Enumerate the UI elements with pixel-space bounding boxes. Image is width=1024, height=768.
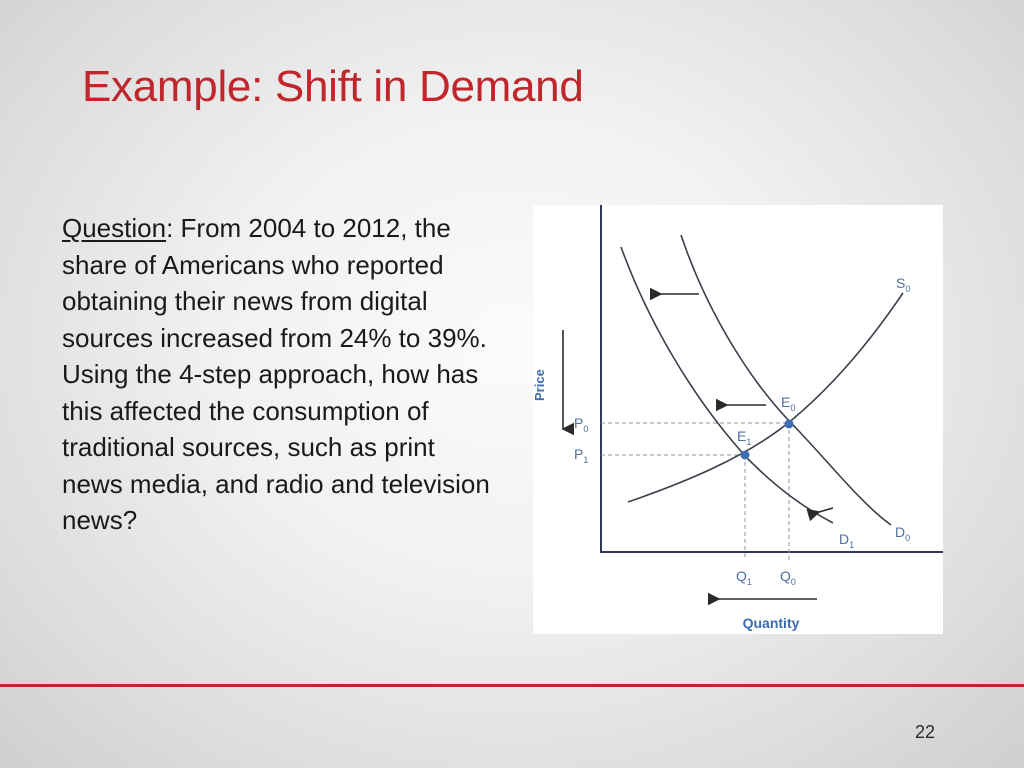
demand-label-d1: D1: [839, 531, 854, 550]
quantity-label-q1: Q1: [736, 568, 752, 587]
demand-curve-d0: [680, 234, 892, 526]
shift-arrow-bottom: [806, 507, 834, 522]
demand-curve-d1: [620, 246, 834, 524]
equilibrium-point-e0: [784, 419, 794, 429]
page-number: 22: [915, 722, 936, 742]
question-text: Question: From 2004 to 2012, the share o…: [62, 210, 502, 539]
price-label-p1: P1: [574, 446, 588, 465]
slide-title: Example: Shift in Demand: [82, 62, 584, 111]
quantity-label-q0: Q0: [780, 568, 796, 587]
demand-label-d0: D0: [895, 524, 910, 543]
equilibrium-point-e1: [740, 450, 750, 460]
supply-label-s0: S0: [896, 275, 910, 294]
supply-curve: [627, 292, 904, 503]
equilibrium-label-e0: E0: [781, 394, 795, 413]
equilibrium-label-e1: E1: [737, 428, 751, 447]
footer-rule: [0, 684, 1024, 687]
question-label: Question: [62, 213, 167, 243]
price-label-p0: P0: [574, 415, 588, 434]
question-body: : From 2004 to 2012, the share of Americ…: [62, 213, 490, 535]
y-axis-label: Price: [533, 369, 547, 401]
x-axis-label: Quantity: [743, 615, 800, 631]
supply-demand-diagram: Price Quantity S0 D0 D1 E0 E1 P0 P1 Q1 Q…: [533, 205, 943, 634]
supply-demand-svg: Price Quantity S0 D0 D1 E0 E1 P0 P1 Q1 Q…: [533, 205, 943, 631]
